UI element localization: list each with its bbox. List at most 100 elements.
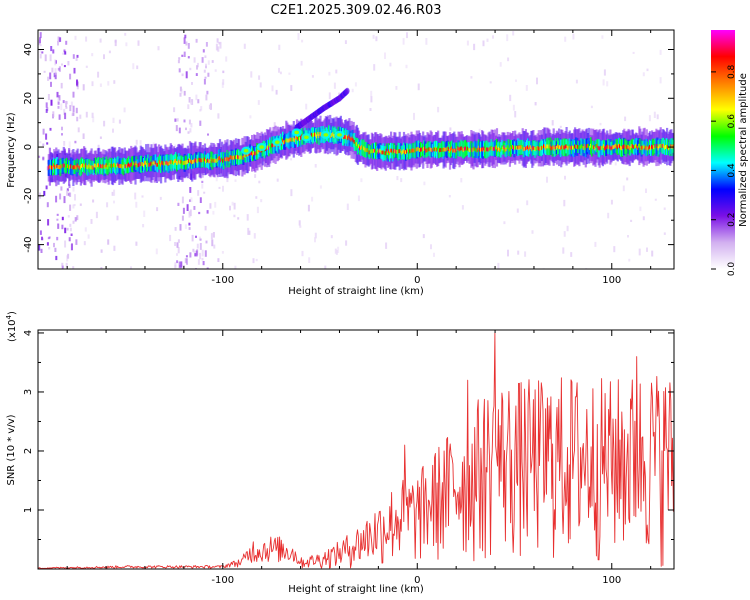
spectrogram-speckle bbox=[61, 224, 64, 230]
spectrogram-ridge-core bbox=[116, 163, 119, 168]
spectrogram-speckle bbox=[526, 200, 529, 206]
spectrogram-speckle bbox=[639, 206, 642, 212]
spectrogram-speckle bbox=[99, 136, 102, 139]
spectrogram-speckle bbox=[243, 43, 246, 49]
spectrogram-speckle bbox=[512, 104, 515, 111]
spectrogram-speckle bbox=[46, 202, 49, 208]
spectrogram-speckle bbox=[42, 143, 45, 147]
spectrogram-speckle bbox=[198, 211, 201, 215]
spectrogram-speckle bbox=[59, 193, 62, 200]
spectrogram-speckle bbox=[99, 38, 102, 43]
spectrogram-speckle bbox=[531, 230, 534, 234]
spectrogram-speckle bbox=[61, 265, 64, 269]
spectrogram-ridge-core bbox=[216, 158, 219, 162]
spectrogram-speckle bbox=[422, 234, 425, 239]
spectrogram-speckle bbox=[97, 144, 100, 150]
spectrogram-speckle bbox=[273, 122, 276, 129]
spectrogram-speckle bbox=[575, 79, 578, 84]
spectrogram-ridge-core bbox=[536, 146, 539, 150]
spectrogram-speckle bbox=[279, 71, 282, 75]
spectrogram-speckle bbox=[257, 100, 260, 105]
colorbar-scale bbox=[711, 30, 735, 269]
spectrogram-speckle bbox=[60, 103, 63, 111]
spectrogram-speckle bbox=[423, 181, 426, 186]
spectrogram-speckle bbox=[177, 60, 180, 64]
spectrogram-speckle bbox=[212, 210, 215, 215]
spectrogram-speckle bbox=[60, 186, 63, 191]
spectrogram-speckle bbox=[118, 119, 121, 124]
spectrogram-speckle bbox=[246, 214, 249, 221]
spectrogram-ridge-core bbox=[124, 164, 127, 169]
spectrogram-speckle bbox=[113, 245, 116, 251]
spectrogram-speckle bbox=[233, 202, 236, 210]
spectrogram-speckle bbox=[659, 77, 662, 84]
spectrogram-speckle bbox=[155, 248, 158, 255]
spectrogram-ridge-core bbox=[54, 165, 57, 169]
spectrogram-ridge-core bbox=[644, 146, 647, 151]
spectrogram-speckle bbox=[314, 237, 316, 243]
spectrogram-speckle bbox=[449, 127, 452, 131]
colorbar-tick-label: 0.4 bbox=[727, 163, 737, 178]
spectrogram-speckle bbox=[516, 208, 519, 213]
spectrogram-speckle bbox=[45, 102, 48, 108]
spectrogram-speckle bbox=[114, 40, 117, 43]
spectrogram-speckle bbox=[203, 69, 206, 73]
spectrogram-speckle bbox=[258, 75, 261, 80]
spectrogram-speckle bbox=[225, 56, 228, 62]
spectrogram-speckle bbox=[193, 57, 196, 63]
spectrogram-speckle bbox=[503, 221, 506, 225]
spectrogram-y-tick-label: 0 bbox=[23, 144, 34, 150]
spectrogram-speckle bbox=[182, 207, 185, 214]
spectrogram-speckle bbox=[330, 235, 333, 239]
spectrogram-speckle bbox=[610, 199, 613, 205]
spectrogram-speckle bbox=[222, 185, 224, 190]
spectrogram-speckle bbox=[186, 258, 188, 265]
spectrogram-speckle bbox=[624, 116, 627, 122]
spectrogram-speckle bbox=[613, 246, 616, 253]
spectrogram-speckle bbox=[106, 202, 109, 208]
spectrogram-speckle bbox=[512, 31, 515, 36]
spectrogram-speckle bbox=[72, 204, 75, 209]
spectrogram-speckle bbox=[507, 57, 510, 62]
spectrogram-speckle bbox=[99, 83, 102, 87]
colorbar-tick-label: 0.2 bbox=[727, 213, 737, 227]
spectrogram-ridge-core bbox=[178, 159, 181, 164]
spectrogram-speckle bbox=[311, 196, 314, 202]
spectrogram-speckle bbox=[178, 57, 181, 60]
spectrogram-speckle bbox=[45, 133, 48, 140]
spectrogram-speckle bbox=[222, 79, 225, 85]
spectrogram-speckle bbox=[79, 203, 82, 206]
spectrogram-ridge-core bbox=[552, 145, 555, 150]
spectrogram-speckle bbox=[199, 238, 202, 241]
spectrogram-speckle bbox=[201, 184, 204, 189]
spectrogram-speckle bbox=[534, 102, 537, 106]
spectrogram-speckle bbox=[204, 76, 207, 79]
spectrogram-speckle bbox=[42, 128, 45, 135]
spectrogram-speckle bbox=[260, 199, 263, 203]
spectrogram-speckle bbox=[73, 67, 76, 74]
spectrogram-ridge-core bbox=[147, 160, 150, 165]
spectrogram-speckle bbox=[205, 63, 207, 69]
spectrogram-speckle bbox=[370, 96, 373, 103]
spectrogram-speckle bbox=[174, 118, 177, 122]
spectrogram-speckle bbox=[186, 204, 189, 211]
spectrogram-speckle bbox=[189, 67, 192, 71]
spectrogram-speckle bbox=[226, 177, 229, 183]
spectrogram-ridge-core bbox=[231, 156, 234, 160]
spectrogram-speckle bbox=[156, 207, 159, 212]
spectrogram-speckle bbox=[253, 233, 256, 239]
spectrogram-ridge-core bbox=[70, 164, 73, 169]
spectrogram-speckle bbox=[40, 248, 43, 253]
spectrogram-speckle bbox=[108, 50, 111, 54]
spectrogram-speckle bbox=[256, 206, 259, 214]
spectrogram-speckle bbox=[183, 37, 186, 44]
spectrogram-speckle bbox=[48, 247, 51, 250]
spectrogram-speckle bbox=[207, 133, 209, 136]
spectrogram-speckle bbox=[74, 140, 77, 144]
spectrogram-speckle bbox=[199, 120, 202, 126]
spectrogram-speckle bbox=[200, 106, 203, 111]
snr-scale-prefix: (x10 bbox=[7, 319, 18, 342]
spectrogram-speckle bbox=[76, 80, 79, 85]
spectrogram-speckle bbox=[207, 72, 210, 77]
spectrogram-speckle bbox=[473, 43, 476, 51]
